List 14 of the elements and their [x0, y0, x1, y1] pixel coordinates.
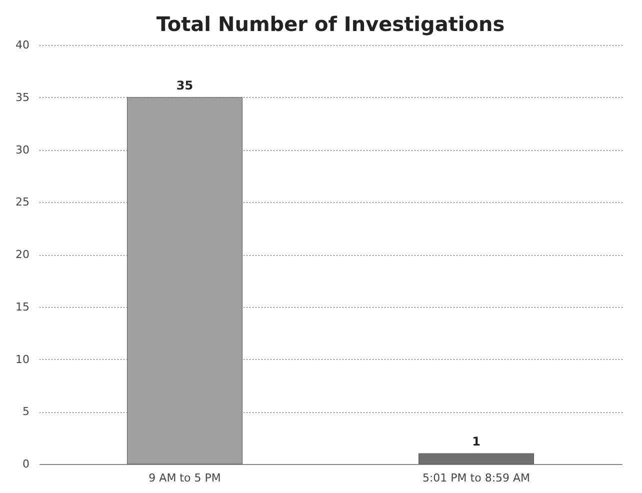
data-label: 1: [472, 434, 480, 449]
y-tick-label: 40: [16, 38, 30, 52]
y-tick-label: 5: [22, 405, 30, 418]
y-tick-label: 30: [16, 143, 30, 156]
y-tick-label: 35: [16, 90, 30, 104]
x-tick-label: 9 AM to 5 PM: [148, 472, 221, 484]
y-tick-label: 10: [16, 352, 30, 366]
y-tick-label: 15: [16, 300, 30, 314]
chart-title: Total Number of Investigations: [156, 12, 505, 36]
y-tick-label: 0: [22, 458, 30, 470]
y-tick-label: 25: [16, 196, 30, 209]
y-tick-label: 20: [16, 248, 30, 261]
x-tick-label: 5:01 PM to 8:59 AM: [422, 472, 530, 484]
data-label: 35: [176, 78, 194, 92]
